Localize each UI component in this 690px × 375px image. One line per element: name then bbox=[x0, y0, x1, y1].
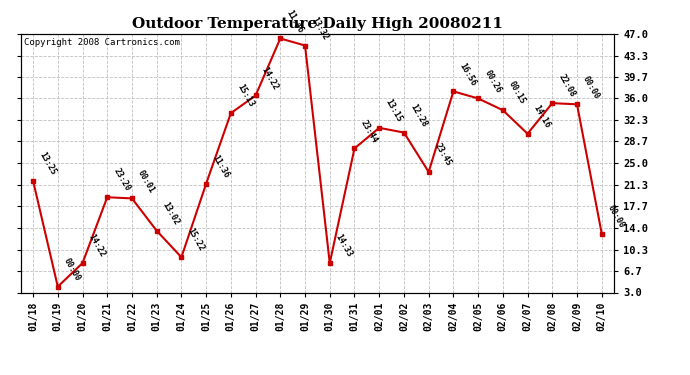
Text: 13:25: 13:25 bbox=[37, 150, 57, 177]
Text: 12:28: 12:28 bbox=[408, 102, 428, 128]
Text: 14:22: 14:22 bbox=[87, 233, 107, 259]
Text: 00:15: 00:15 bbox=[507, 80, 527, 106]
Text: 00:00: 00:00 bbox=[606, 203, 627, 229]
Text: 13:15: 13:15 bbox=[384, 98, 404, 124]
Text: 23:20: 23:20 bbox=[111, 167, 132, 193]
Text: 00:01: 00:01 bbox=[136, 168, 157, 194]
Text: 14:16: 14:16 bbox=[532, 104, 552, 129]
Text: 23:45: 23:45 bbox=[433, 142, 453, 168]
Text: 16:56: 16:56 bbox=[457, 61, 478, 87]
Text: 13:02: 13:02 bbox=[161, 200, 181, 226]
Text: 00:26: 00:26 bbox=[482, 68, 502, 94]
Title: Outdoor Temperature Daily High 20080211: Outdoor Temperature Daily High 20080211 bbox=[132, 17, 503, 31]
Text: 13:32: 13:32 bbox=[309, 15, 330, 41]
Text: 14:22: 14:22 bbox=[259, 65, 280, 92]
Text: 15:22: 15:22 bbox=[186, 227, 206, 253]
Text: 11:36: 11:36 bbox=[210, 153, 230, 180]
Text: 23:44: 23:44 bbox=[359, 118, 379, 144]
Text: 22:08: 22:08 bbox=[556, 73, 577, 99]
Text: 00:00: 00:00 bbox=[62, 256, 82, 282]
Text: 15:13: 15:13 bbox=[235, 83, 255, 109]
Text: 11:46: 11:46 bbox=[284, 8, 305, 34]
Text: 14:33: 14:33 bbox=[334, 233, 354, 259]
Text: Copyright 2008 Cartronics.com: Copyright 2008 Cartronics.com bbox=[23, 38, 179, 46]
Text: 00:00: 00:00 bbox=[581, 74, 602, 100]
